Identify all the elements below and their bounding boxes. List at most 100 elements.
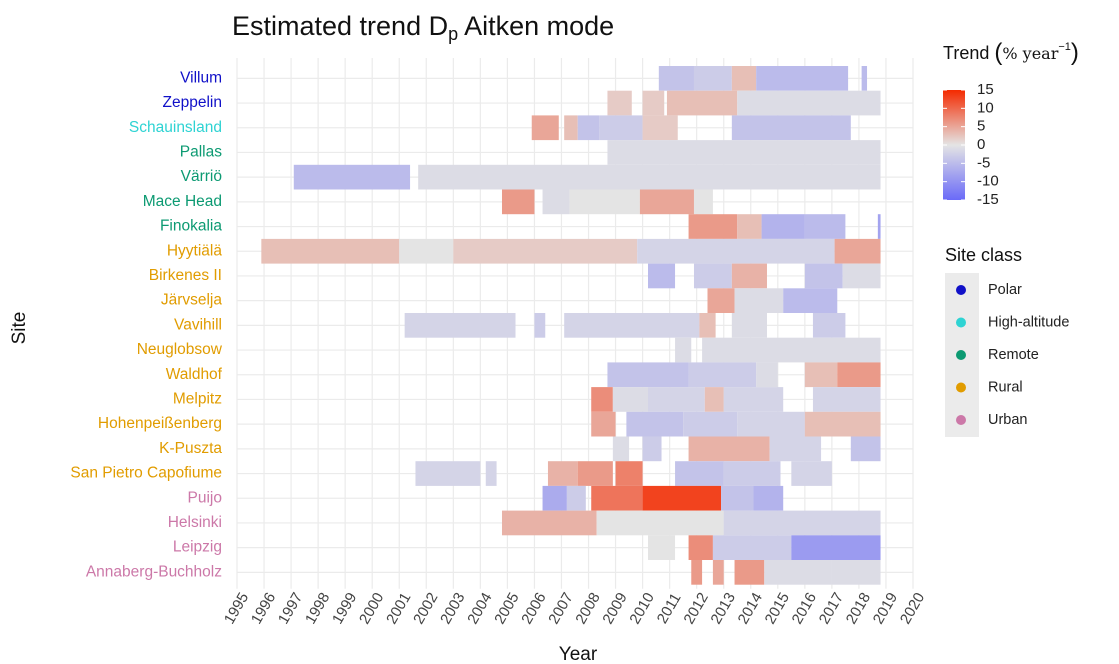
heatmap-cell bbox=[648, 535, 676, 560]
heatmap-cell bbox=[850, 436, 881, 462]
y-tick-label: Villum bbox=[180, 69, 222, 86]
heatmap-cell bbox=[791, 535, 881, 560]
color-tick-label: 10 bbox=[977, 99, 994, 116]
title-text: Estimated trend D bbox=[232, 11, 448, 41]
x-tick-label: 2000 bbox=[356, 590, 387, 627]
heatmap-cell bbox=[837, 362, 881, 388]
color-tick-label: -10 bbox=[977, 173, 999, 190]
x-tick-label: 2006 bbox=[518, 590, 549, 627]
heatmap-cell bbox=[804, 214, 846, 239]
x-tick-label: 1999 bbox=[329, 590, 360, 627]
title-text: Aitken mode bbox=[458, 11, 614, 41]
heatmap-cell bbox=[688, 214, 738, 239]
heatmap-cell bbox=[683, 411, 738, 437]
heatmap-cell bbox=[804, 263, 843, 289]
x-tick-label: 2014 bbox=[735, 590, 766, 627]
color-tick-label: -15 bbox=[977, 191, 999, 208]
heatmap-cell bbox=[599, 115, 643, 141]
heatmap-cell bbox=[707, 288, 735, 313]
y-tick-label: Hohenpeißenberg bbox=[98, 415, 222, 432]
y-tick-label: Järvselja bbox=[161, 292, 223, 309]
x-tick-label: 2003 bbox=[437, 590, 468, 627]
legend-label: Polar bbox=[988, 282, 1022, 298]
heatmap-cell bbox=[531, 115, 559, 141]
x-tick-label: 2019 bbox=[870, 590, 901, 627]
legend-label: Urban bbox=[988, 412, 1028, 428]
x-tick-label: 2015 bbox=[762, 590, 793, 627]
heatmap-cell bbox=[637, 238, 835, 264]
heatmap-cell bbox=[485, 461, 497, 486]
heatmap-cell bbox=[723, 387, 784, 412]
heatmap-cell bbox=[723, 510, 881, 536]
heatmap-cell bbox=[842, 263, 881, 289]
heatmap-cell bbox=[607, 90, 632, 116]
legend-marker bbox=[956, 350, 966, 360]
heatmap-cell bbox=[753, 485, 784, 511]
legend-marker bbox=[956, 415, 966, 425]
heatmap-cell bbox=[615, 461, 643, 486]
heatmap-cell bbox=[566, 485, 586, 511]
heatmap-cell bbox=[453, 238, 638, 264]
y-tick-label: Melpitz bbox=[173, 391, 222, 408]
x-tick-label: 2004 bbox=[464, 590, 495, 627]
color-tick-label: 0 bbox=[977, 136, 985, 153]
heatmap-cell bbox=[756, 66, 849, 91]
heatmap-cell bbox=[547, 461, 578, 486]
y-axis-label: Site bbox=[9, 312, 30, 345]
heatmap-cell bbox=[612, 436, 630, 462]
heatmap-cell bbox=[737, 90, 881, 116]
legend-marker bbox=[956, 317, 966, 328]
color-bar bbox=[943, 90, 965, 200]
heatmap-cell bbox=[804, 411, 881, 437]
legend-title-exponent: −1 bbox=[1058, 41, 1071, 53]
heatmap-cell bbox=[658, 66, 694, 91]
heatmap-cell bbox=[591, 387, 613, 412]
heatmap-cell bbox=[693, 189, 713, 215]
heatmap-cell bbox=[812, 387, 881, 412]
heatmap-cell bbox=[737, 411, 805, 437]
heatmap-cell bbox=[761, 214, 805, 239]
heatmap-cell bbox=[666, 90, 738, 116]
heatmap-cell bbox=[804, 362, 838, 388]
x-tick-label: 2001 bbox=[383, 590, 414, 627]
x-tick-label: 2020 bbox=[897, 590, 928, 627]
heatmap-cell bbox=[607, 140, 881, 165]
y-tick-label: Värriö bbox=[181, 168, 222, 185]
x-tick-label: 2011 bbox=[654, 590, 685, 626]
heatmap-cell bbox=[791, 461, 832, 486]
y-tick-label: Mace Head bbox=[143, 193, 222, 210]
heatmap-cell bbox=[293, 164, 411, 190]
heatmap-cell bbox=[861, 66, 868, 91]
y-tick-label: Birkenes II bbox=[149, 267, 222, 284]
y-tick-label: Vavihill bbox=[174, 316, 222, 333]
chart-title: Estimated trend Dp Aitken mode bbox=[232, 11, 614, 44]
heatmap-cell bbox=[675, 337, 692, 363]
y-tick-label: Annaberg-Buchholz bbox=[86, 563, 222, 580]
x-tick-label: 2016 bbox=[789, 590, 820, 627]
heatmap-cell bbox=[704, 387, 724, 412]
y-tick-label: Helsinki bbox=[168, 514, 222, 531]
heatmap-cell bbox=[542, 189, 570, 215]
x-tick-label: 2002 bbox=[410, 590, 441, 627]
y-tick-label: Zeppelin bbox=[163, 94, 222, 111]
y-tick-label: Leipzig bbox=[173, 539, 222, 556]
heatmap-cell bbox=[542, 485, 567, 511]
heatmap-cell bbox=[642, 485, 722, 511]
x-tick-label: 2017 bbox=[816, 590, 847, 627]
heatmap-cell bbox=[577, 115, 600, 141]
heatmap-cell bbox=[688, 436, 770, 462]
heatmap-cell bbox=[688, 362, 757, 388]
heatmap-cell bbox=[831, 560, 881, 585]
legend-label: Rural bbox=[988, 379, 1023, 395]
heatmap-cell bbox=[501, 189, 535, 215]
heatmap-cell bbox=[731, 263, 767, 289]
heatmap-cell bbox=[699, 313, 716, 338]
legend-marker bbox=[956, 285, 966, 295]
heatmap-cell bbox=[404, 313, 516, 338]
legend-title-text: Trend bbox=[943, 43, 994, 63]
heatmap-cell bbox=[607, 362, 689, 388]
class-legend-title: Site class bbox=[945, 245, 1022, 265]
heatmap-cell bbox=[642, 436, 662, 462]
heatmap-cell bbox=[834, 238, 881, 264]
